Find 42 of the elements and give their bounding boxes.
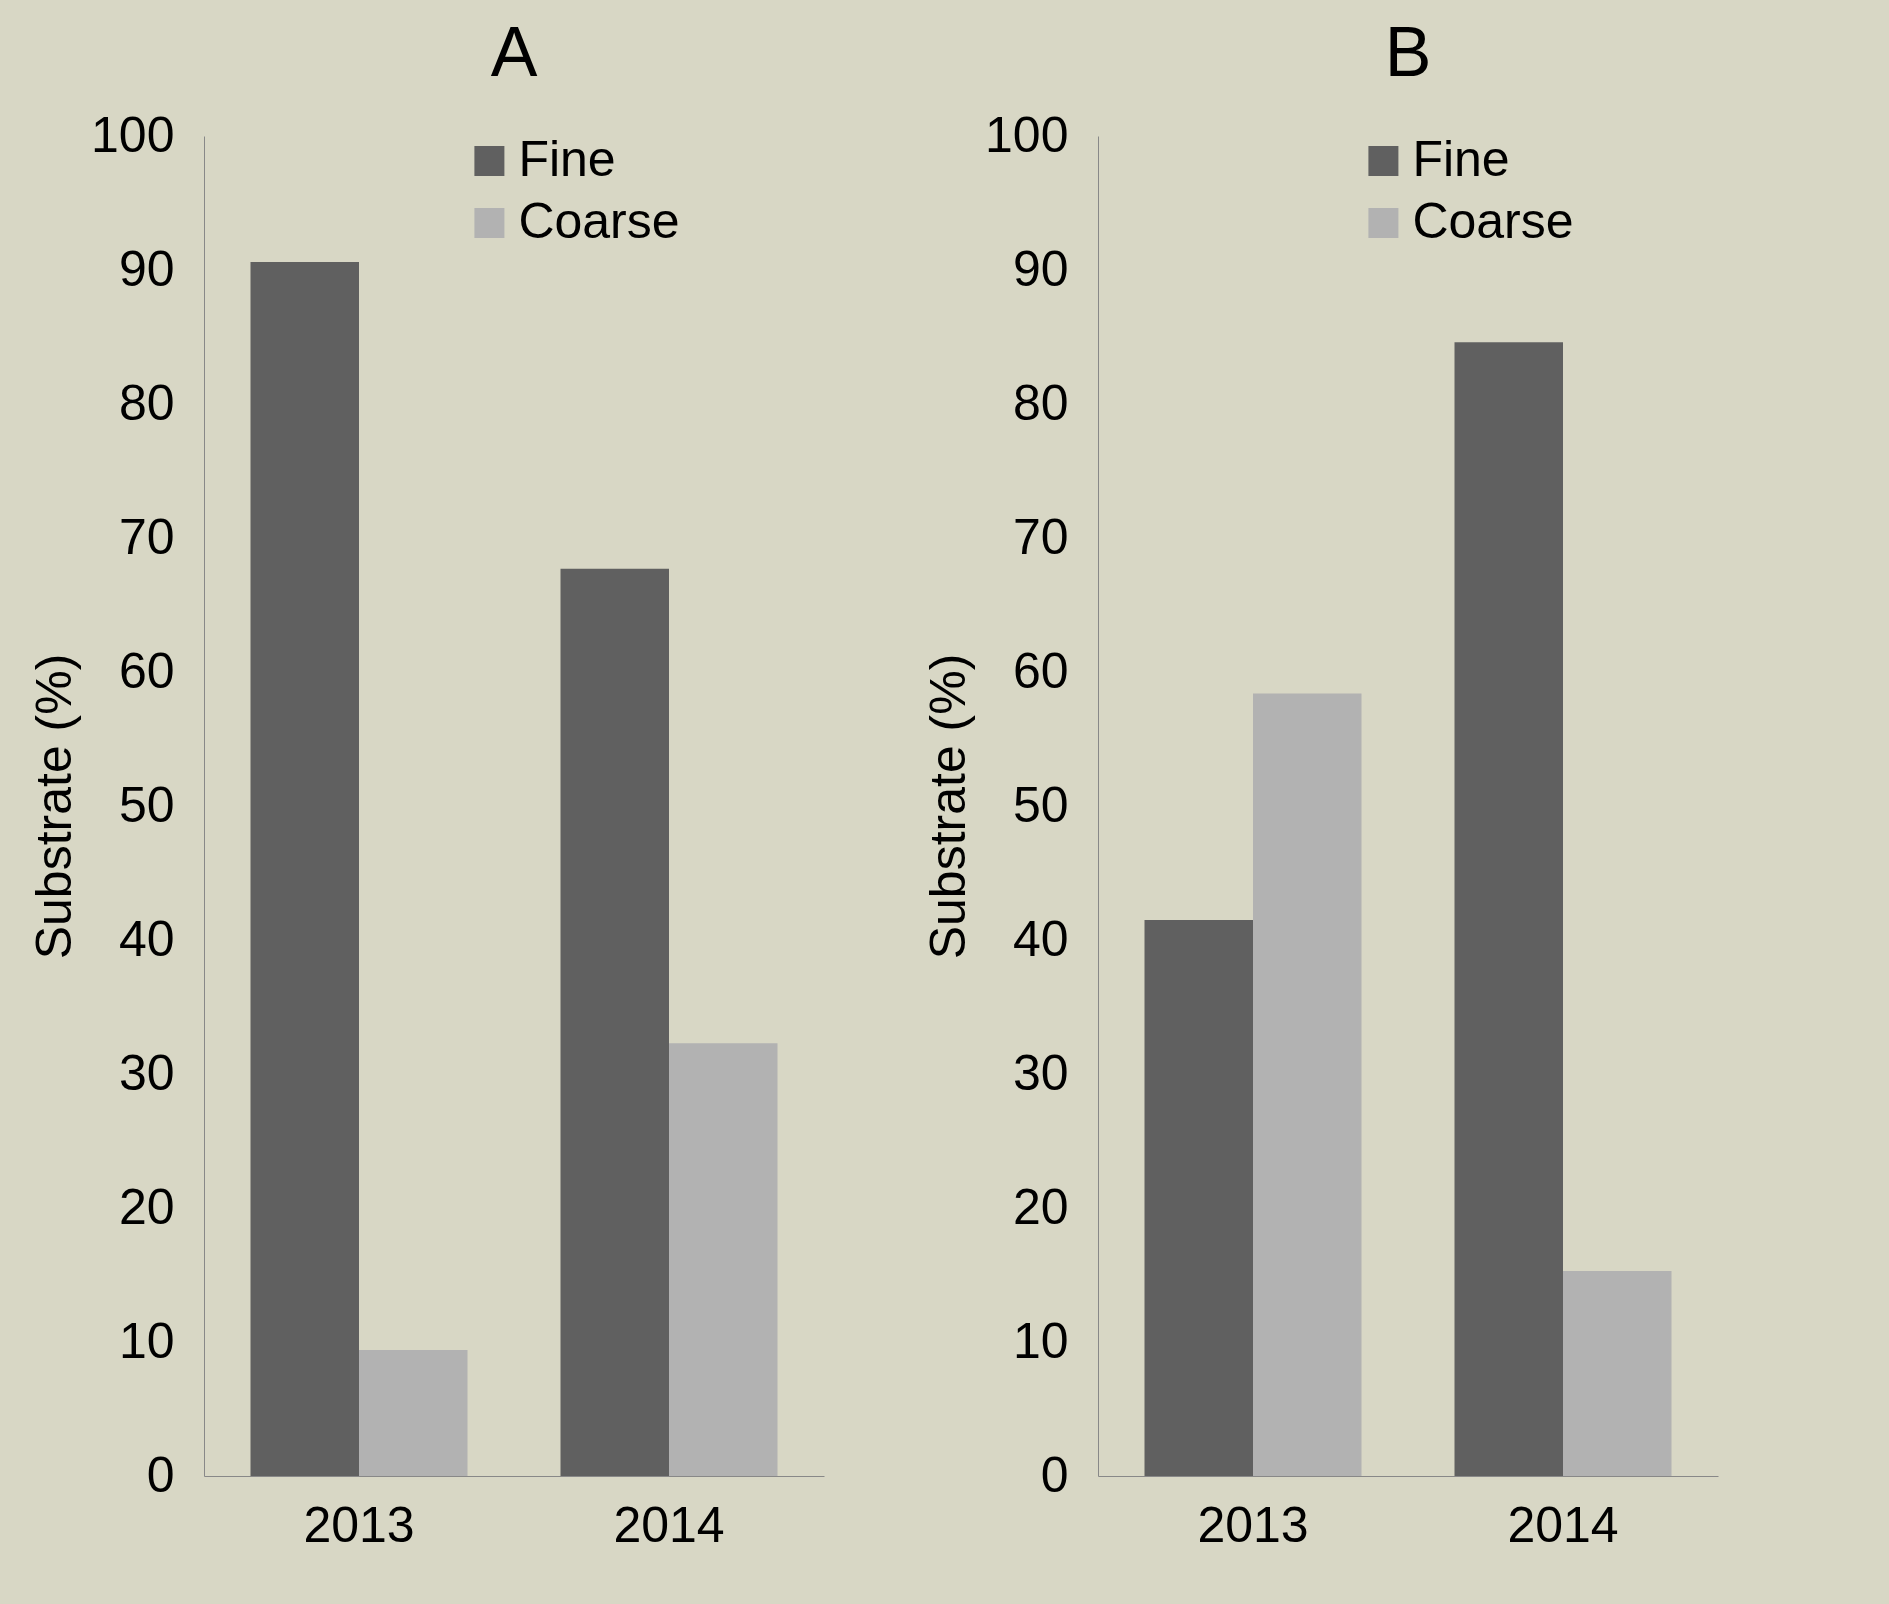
y-tick-label: 30 <box>1012 1044 1069 1101</box>
legend-label: Coarse <box>518 193 680 249</box>
y-tick-label: 80 <box>118 374 175 431</box>
y-tick-label: 70 <box>118 508 175 565</box>
y-axis-title: Substrate (%) <box>920 653 977 960</box>
legend-label: Fine <box>1412 131 1510 187</box>
y-tick-label: 60 <box>118 642 175 699</box>
y-tick-label: 40 <box>1012 910 1069 967</box>
bar <box>359 1350 468 1476</box>
x-tick-label: 2013 <box>303 1496 415 1553</box>
y-tick-label: 90 <box>1012 240 1069 297</box>
y-tick-label: 0 <box>1040 1446 1069 1503</box>
y-tick-label: 10 <box>118 1312 175 1369</box>
chart-title: A <box>490 13 538 91</box>
bar <box>560 568 669 1476</box>
bar <box>669 1043 778 1476</box>
y-axis-title: Substrate (%) <box>26 653 83 960</box>
x-tick-label: 2014 <box>613 1496 725 1553</box>
bar <box>1253 693 1362 1476</box>
y-tick-label: 10 <box>1012 1312 1069 1369</box>
y-tick-label: 60 <box>1012 642 1069 699</box>
y-tick-label: 80 <box>1012 374 1069 431</box>
y-tick-label: 20 <box>118 1178 175 1235</box>
x-tick-label: 2013 <box>1197 1496 1309 1553</box>
y-tick-label: 50 <box>1012 776 1069 833</box>
y-tick-label: 100 <box>985 106 1069 163</box>
y-tick-label: 100 <box>91 106 175 163</box>
y-tick-label: 50 <box>118 776 175 833</box>
chart-title: B <box>1384 13 1432 91</box>
y-tick-label: 70 <box>1012 508 1069 565</box>
legend-label: Coarse <box>1412 193 1574 249</box>
y-tick-label: 30 <box>118 1044 175 1101</box>
legend-label: Fine <box>518 131 616 187</box>
y-tick-label: 40 <box>118 910 175 967</box>
y-tick-label: 0 <box>146 1446 175 1503</box>
bar <box>250 261 359 1476</box>
bar <box>1563 1270 1672 1476</box>
bar <box>1454 342 1563 1476</box>
y-tick-label: 20 <box>1012 1178 1069 1235</box>
y-tick-label: 90 <box>118 240 175 297</box>
x-tick-label: 2014 <box>1507 1496 1619 1553</box>
bar <box>1144 919 1253 1476</box>
